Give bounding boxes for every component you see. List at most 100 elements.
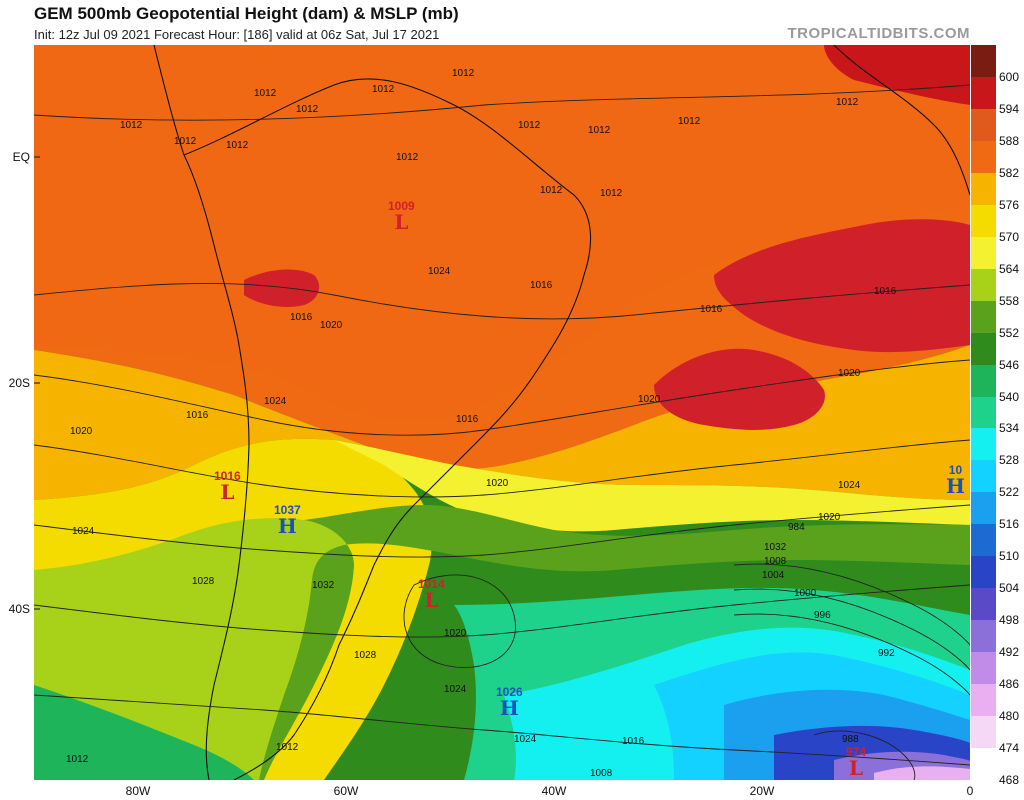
graticule-ticks: [34, 156, 40, 610]
colorbar-segment: [971, 716, 996, 749]
band-green-light: [34, 685, 254, 780]
isobar-label: 988: [842, 734, 859, 745]
isobar-label: 1020: [486, 478, 509, 489]
colorbar: [971, 45, 996, 781]
colorbar-label: 600: [999, 69, 1020, 84]
low-pressure-center: 974 L: [846, 746, 866, 778]
isobar-label: 1012: [836, 97, 859, 108]
isobars: [34, 84, 970, 780]
isobar-label: 1012: [296, 104, 319, 115]
isobar-label: 1020: [818, 512, 841, 523]
isobar-label: 1016: [530, 280, 553, 291]
colorbar-segment: [971, 620, 996, 653]
isobar-label: 1012: [66, 754, 89, 765]
colorbar-label: 516: [999, 517, 1020, 532]
colorbar-label: 486: [999, 677, 1020, 692]
chart-subtitle: Init: 12z Jul 09 2021 Forecast Hour: [18…: [34, 27, 440, 42]
isobar-label: 1020: [70, 426, 93, 437]
lat-label-40s: 40S: [8, 602, 30, 616]
colorbar-segment: [971, 204, 996, 238]
pressure-center-letter: H: [946, 474, 965, 498]
colorbar-segment: [971, 524, 996, 557]
ridge-red-africa: [824, 45, 970, 105]
colorbar-label: 468: [999, 773, 1020, 787]
colorbar-segment: [971, 556, 996, 589]
pressure-center-letter: L: [424, 588, 439, 612]
isobar-label: 1028: [354, 650, 377, 661]
isobar-label: 1000: [794, 588, 817, 599]
colorbar-label: 552: [999, 325, 1020, 340]
isobar-label: 1012: [518, 120, 541, 131]
isobar-label: 1012: [174, 136, 197, 147]
colorbar-segment: [971, 588, 996, 621]
pressure-center-value: 1009: [388, 199, 415, 213]
isobar-label: 1012: [254, 88, 277, 99]
isobar-label: 1028: [192, 576, 215, 587]
colorbar-label: 504: [999, 581, 1020, 596]
colorbar-label: 546: [999, 357, 1020, 372]
isobar-label: 1016: [700, 304, 723, 315]
isobar-label: 1032: [312, 580, 335, 591]
lon-label-80w: 80W: [125, 784, 151, 798]
isobar-label: 1016: [290, 312, 313, 323]
low-pressure-center: 1009 L: [388, 200, 415, 232]
isobar-label: 1020: [638, 394, 661, 405]
colorbar-label: 480: [999, 709, 1020, 724]
pressure-center-value: 1026: [496, 685, 523, 699]
colorbar-label: 588: [999, 133, 1020, 148]
isobar-label: 1012: [372, 84, 395, 95]
colorbar-label: 534: [999, 421, 1020, 436]
ridge-red-atlantic-east: [714, 219, 970, 353]
pressure-center-value: 1014: [418, 577, 445, 591]
lon-label-20w: 20W: [749, 784, 775, 798]
isobar-label: 1012: [600, 188, 623, 199]
colorbar-segment: [971, 268, 996, 302]
isobar-label: 1012: [588, 125, 611, 136]
colorbar-segment: [971, 236, 996, 270]
isobar-label: 1024: [514, 734, 537, 745]
brand-watermark: TROPICALTIDBITS.COM: [787, 25, 970, 42]
colorbar-segment: [971, 428, 996, 461]
isobar-label: 1012: [452, 68, 475, 79]
colorbar-segment: [971, 332, 996, 366]
isobar-label: 1024: [264, 396, 287, 407]
lon-label-60w: 60W: [333, 784, 359, 798]
colorbar-label: 498: [999, 613, 1020, 628]
isobar-label: 1020: [838, 368, 861, 379]
colorbar-label: 570: [999, 229, 1020, 244]
band-green-mid: [259, 505, 970, 780]
isobar-label: 1024: [444, 684, 467, 695]
isobar-label: 1020: [320, 320, 343, 331]
coastline-south-america: [153, 45, 592, 780]
low-pressure-center: 1014 L: [418, 578, 445, 610]
colorbar-label: 582: [999, 165, 1020, 180]
isobar-label: 1004: [762, 570, 785, 581]
isobar-label: 1012: [226, 140, 249, 151]
isobar-label: 1016: [456, 414, 479, 425]
pressure-center-value: 10: [948, 463, 963, 477]
band-amber: [34, 345, 970, 500]
colorbar-segment: [971, 140, 996, 174]
colorbar-segment: [971, 460, 996, 493]
isobar-label: 996: [814, 610, 831, 621]
high-pressure-center: 10 H: [946, 464, 965, 496]
isobar-label: 1032: [764, 542, 787, 553]
isobar-label: 1016: [622, 736, 645, 747]
colorbar-label: 510: [999, 549, 1020, 564]
coastline-africa: [833, 45, 970, 196]
isobar-label: 1008: [590, 768, 613, 779]
isobar-label: 1012: [540, 185, 563, 196]
pressure-center-letter: L: [220, 480, 235, 504]
pressure-center-letter: H: [277, 514, 297, 538]
colorbar-label: 528: [999, 453, 1020, 468]
weather-map: [34, 45, 970, 780]
lat-label-20s: 20S: [8, 376, 30, 390]
lat-label-eq: EQ: [12, 150, 30, 164]
band-lavender: [874, 766, 970, 780]
isobar-label: 992: [878, 648, 895, 659]
isobar-label: 1012: [276, 742, 299, 753]
pressure-center-value: 1037: [274, 503, 301, 517]
band-yellow-east: [334, 440, 970, 532]
isobar-label: 1016: [874, 286, 897, 297]
colorbar-segment: [971, 76, 996, 110]
